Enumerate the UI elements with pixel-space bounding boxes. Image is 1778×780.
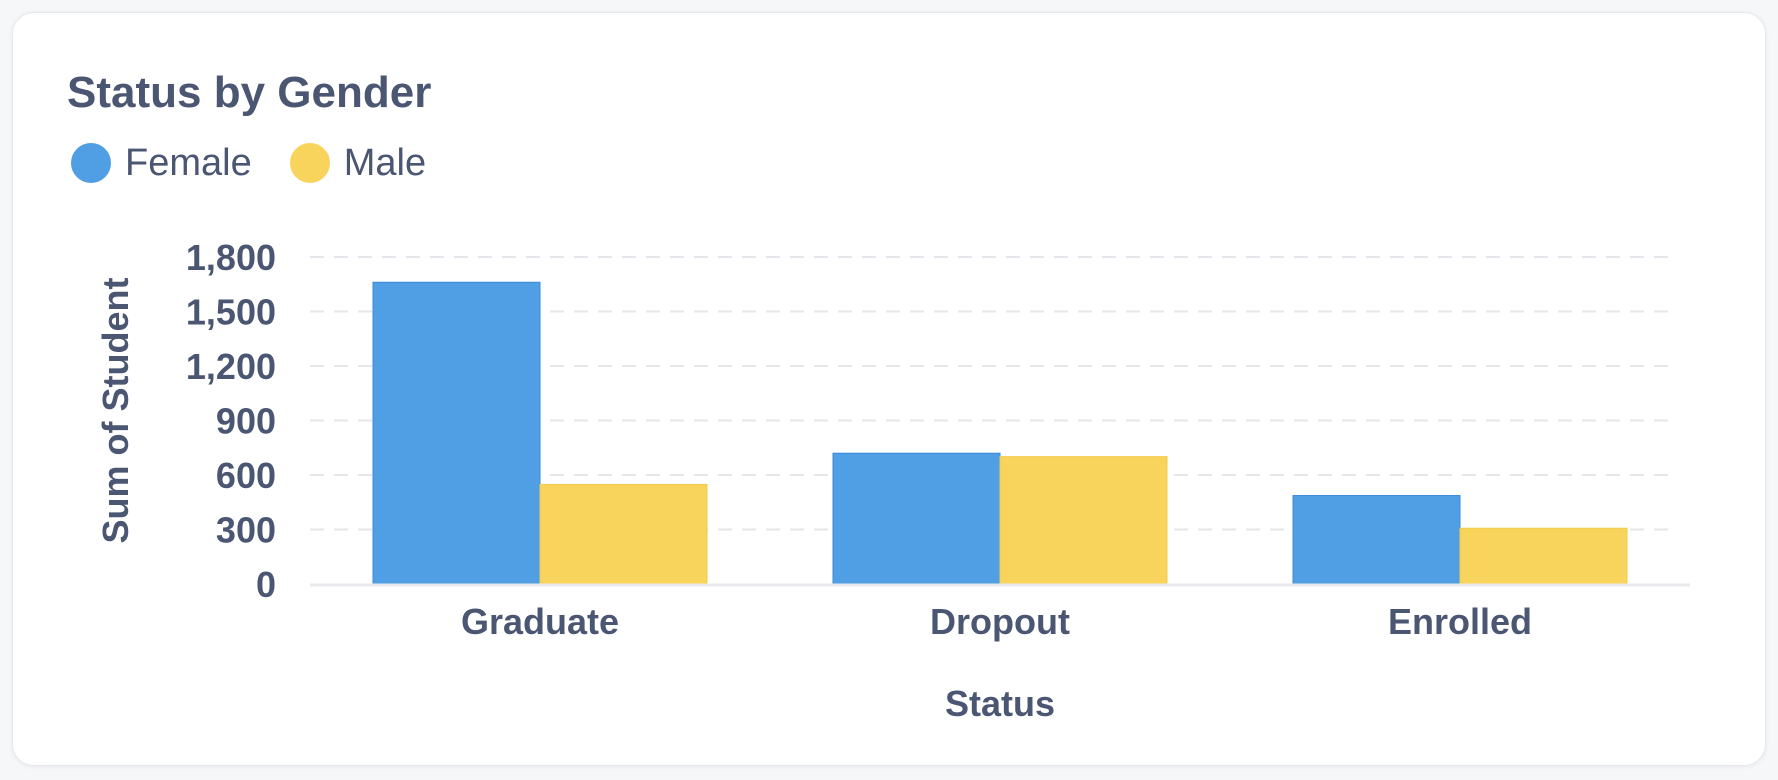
legend-item-female[interactable]: Female	[71, 141, 252, 185]
y-tick-label: 0	[256, 564, 276, 605]
x-axis-categories: Graduate Dropout Enrolled	[461, 601, 1532, 642]
bar-graduate-female[interactable]	[372, 281, 541, 585]
y-tick-label: 300	[216, 510, 276, 551]
legend-item-male[interactable]: Male	[289, 141, 427, 185]
y-tick-label: 900	[216, 401, 276, 442]
chart-title: Status by Gender	[67, 68, 432, 117]
legend-label-male: Male	[343, 142, 427, 184]
bar-dropout-female[interactable]	[832, 452, 1001, 585]
bar-graduate-male[interactable]	[539, 483, 708, 585]
x-tick-label-graduate: Graduate	[461, 601, 619, 642]
x-tick-label-enrolled: Enrolled	[1388, 601, 1532, 642]
legend: Female Male	[71, 141, 464, 185]
legend-label-female: Female	[125, 142, 252, 184]
y-axis-ticks: 0 300 600 900 1,200 1,500 1,800	[186, 237, 276, 605]
bar-enrolled-female[interactable]	[1292, 495, 1461, 585]
y-tick-label: 1,500	[186, 292, 276, 333]
y-tick-label: 600	[216, 455, 276, 496]
y-tick-label: 1,800	[186, 237, 276, 278]
y-tick-label: 1,200	[186, 346, 276, 387]
x-axis-title: Status	[945, 683, 1055, 724]
chart-card: Status by Gender Female Male	[12, 12, 1766, 766]
legend-swatch-male	[289, 143, 330, 183]
bar-enrolled-male[interactable]	[1459, 527, 1628, 585]
bars	[372, 281, 1628, 585]
x-tick-label-dropout: Dropout	[930, 601, 1070, 642]
y-axis-title: Sum of Student	[95, 278, 136, 544]
legend-swatch-female	[71, 143, 111, 183]
bar-dropout-male[interactable]	[999, 456, 1168, 585]
